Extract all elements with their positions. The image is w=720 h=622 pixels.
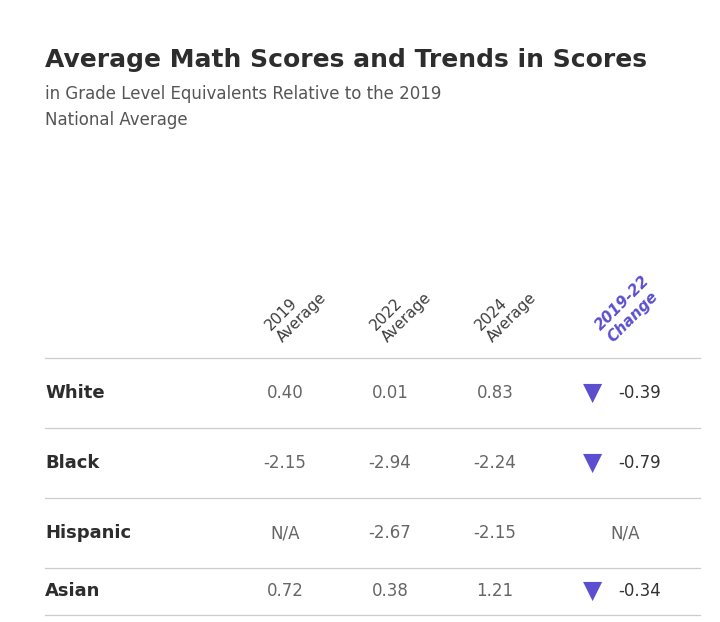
Text: 2019
Average: 2019 Average: [262, 277, 330, 345]
Text: Black: Black: [45, 454, 99, 472]
Text: White: White: [45, 384, 104, 402]
Text: Average Math Scores and Trends in Scores: Average Math Scores and Trends in Scores: [45, 48, 647, 72]
Text: -0.79: -0.79: [618, 454, 661, 472]
Text: Hispanic: Hispanic: [45, 524, 131, 542]
Text: 2022
Average: 2022 Average: [367, 277, 435, 345]
Text: ▼: ▼: [583, 451, 603, 475]
Text: 0.83: 0.83: [477, 384, 513, 402]
Text: N/A: N/A: [611, 524, 640, 542]
Text: -2.15: -2.15: [474, 524, 516, 542]
Text: -0.39: -0.39: [618, 384, 662, 402]
Text: -2.24: -2.24: [474, 454, 516, 472]
Text: 2019-22
Change: 2019-22 Change: [592, 272, 665, 345]
Text: Asian: Asian: [45, 582, 100, 600]
Text: -2.67: -2.67: [369, 524, 411, 542]
Text: ▼: ▼: [583, 579, 603, 603]
Text: 0.38: 0.38: [372, 582, 408, 600]
Text: 2024
Average: 2024 Average: [472, 277, 539, 345]
Text: -0.34: -0.34: [618, 582, 662, 600]
Text: ▼: ▼: [583, 381, 603, 405]
Text: 0.72: 0.72: [266, 582, 303, 600]
Text: 1.21: 1.21: [477, 582, 513, 600]
Text: 0.01: 0.01: [372, 384, 408, 402]
Text: -2.15: -2.15: [264, 454, 307, 472]
Text: 0.40: 0.40: [266, 384, 303, 402]
Text: in Grade Level Equivalents Relative to the 2019
National Average: in Grade Level Equivalents Relative to t…: [45, 85, 441, 129]
Text: N/A: N/A: [270, 524, 300, 542]
Text: -2.94: -2.94: [369, 454, 411, 472]
